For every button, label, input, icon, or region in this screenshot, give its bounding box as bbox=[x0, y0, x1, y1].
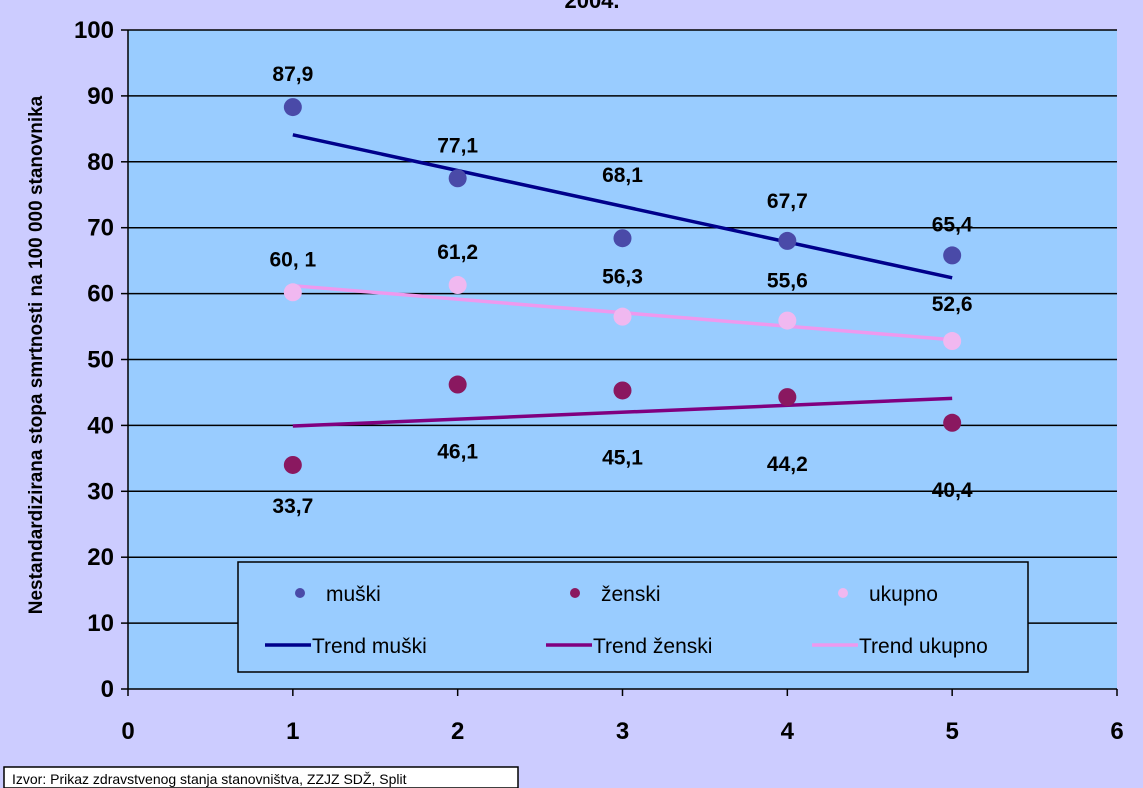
point-2-2 bbox=[613, 307, 632, 326]
x-tick-labels: 0 1 2 3 4 5 6 bbox=[121, 689, 1124, 745]
y-tick-label: 90 bbox=[87, 83, 114, 110]
y-tick-label: 50 bbox=[87, 347, 114, 374]
data-label-0-2: 68,1 bbox=[602, 164, 643, 187]
legend-label-2: ukupno bbox=[869, 583, 938, 606]
point-0-1 bbox=[448, 169, 467, 188]
y-tick-label: 30 bbox=[87, 478, 114, 505]
legend-box bbox=[237, 561, 1029, 673]
point-1-4 bbox=[943, 413, 962, 432]
y-tick-label: 20 bbox=[87, 544, 114, 571]
y-tick-label: 0 bbox=[101, 676, 114, 703]
point-0-0 bbox=[283, 98, 302, 117]
legend-marker-2 bbox=[838, 588, 848, 598]
source-box: Izvor: Prikaz zdravstvenog stanja stanov… bbox=[3, 766, 519, 788]
point-1-2 bbox=[613, 381, 632, 400]
point-0-3 bbox=[778, 231, 797, 250]
point-2-4 bbox=[943, 332, 962, 351]
y-tick-labels: 0 10 20 30 40 50 60 70 80 90 100 bbox=[74, 17, 128, 703]
data-label-0-3: 67,7 bbox=[767, 190, 808, 213]
data-label-2-4: 52,6 bbox=[932, 293, 973, 316]
data-label-1-2: 45,1 bbox=[602, 446, 643, 469]
gridlines bbox=[128, 29, 1117, 624]
point-0-2 bbox=[613, 229, 632, 248]
y-tick-label: 70 bbox=[87, 215, 114, 242]
trend-line-1 bbox=[292, 396, 953, 428]
data-label-2-1: 61,2 bbox=[437, 241, 478, 264]
point-2-0 bbox=[283, 283, 302, 302]
chart-title: 2004. bbox=[564, 0, 619, 13]
data-label-1-1: 46,1 bbox=[437, 441, 478, 464]
source-text: Izvor: Prikaz zdravstvenog stanja stanov… bbox=[12, 771, 407, 787]
legend-label-1: ženski bbox=[601, 583, 661, 606]
x-tick-label: 0 bbox=[121, 718, 134, 745]
data-label-1-4: 40,4 bbox=[932, 479, 973, 502]
y-tick-label: 80 bbox=[87, 149, 114, 176]
data-points bbox=[283, 98, 962, 474]
legend-label-0: muški bbox=[326, 583, 381, 606]
point-2-3 bbox=[778, 311, 797, 330]
point-1-3 bbox=[778, 388, 797, 407]
x-tick-label: 2 bbox=[451, 718, 464, 745]
x-tick-label: 4 bbox=[781, 718, 795, 745]
y-tick-label: 10 bbox=[87, 610, 114, 637]
y-tick-label: 40 bbox=[87, 412, 114, 439]
point-1-0 bbox=[283, 455, 302, 474]
legend-trend-label-2: Trend ukupno bbox=[859, 635, 988, 658]
y-tick-label: 100 bbox=[74, 17, 114, 44]
data-label-1-0: 33,7 bbox=[272, 495, 313, 518]
point-1-1 bbox=[448, 375, 467, 394]
trend-line-0 bbox=[292, 133, 953, 280]
x-tick-label: 1 bbox=[286, 718, 299, 745]
data-label-2-3: 55,6 bbox=[767, 270, 808, 293]
legend-trend-label-1: Trend ženski bbox=[593, 635, 712, 658]
data-label-2-2: 56,3 bbox=[602, 266, 643, 289]
x-tick-label: 5 bbox=[945, 718, 958, 745]
data-labels: 87,9 77,1 68,1 67,7 65,4 33,7 46,1 45,1 44,2 40,4… bbox=[269, 63, 972, 518]
source-frame bbox=[3, 766, 519, 788]
y-axis-label: Nestandardizirana stopa smrtnosti na 100… bbox=[26, 95, 47, 614]
legend-marker-0 bbox=[295, 588, 305, 598]
data-label-1-3: 44,2 bbox=[767, 453, 808, 476]
data-label-0-0: 87,9 bbox=[272, 63, 313, 86]
x-tick-label: 3 bbox=[616, 718, 629, 745]
data-label-2-0: 60, 1 bbox=[269, 248, 316, 271]
point-2-1 bbox=[448, 276, 467, 295]
legend-trend-label-0: Trend muški bbox=[312, 635, 427, 658]
data-label-0-4: 65,4 bbox=[932, 213, 973, 236]
data-label-0-1: 77,1 bbox=[437, 134, 478, 157]
y-tick-label: 60 bbox=[87, 281, 114, 308]
x-tick-label: 6 bbox=[1110, 718, 1123, 745]
legend: muški ženski ukupno Trend muški Trend ženski… bbox=[237, 561, 1029, 673]
legend-marker-1 bbox=[570, 588, 580, 598]
point-0-4 bbox=[943, 246, 962, 265]
